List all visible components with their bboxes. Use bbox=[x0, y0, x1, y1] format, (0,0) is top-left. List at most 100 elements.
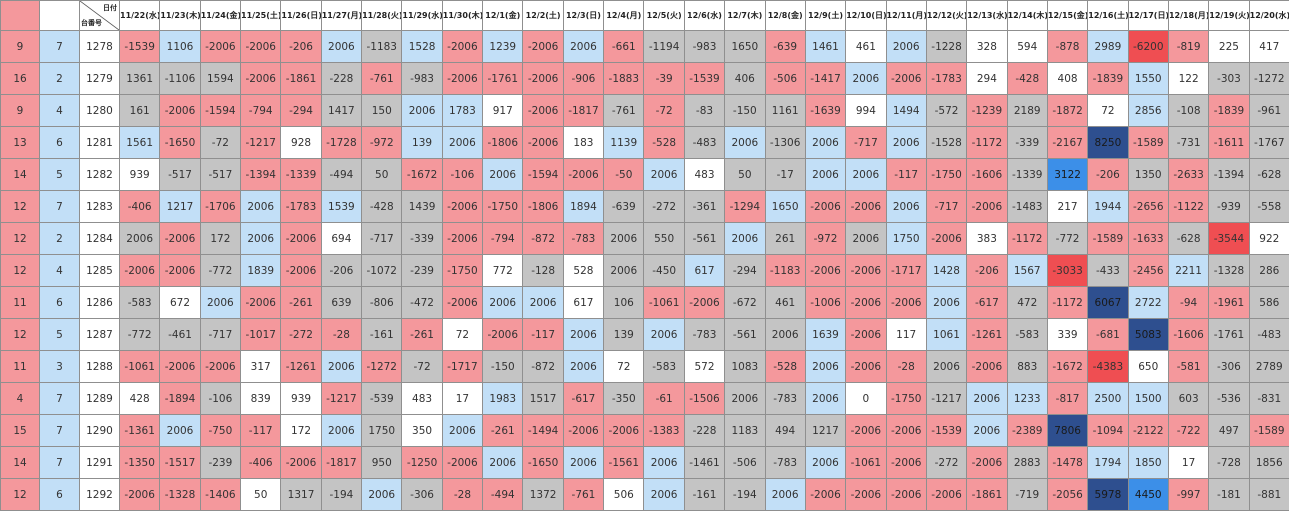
value-cell: -2006 bbox=[846, 415, 886, 447]
value-cell: -672 bbox=[725, 287, 765, 319]
value-cell: 2883 bbox=[1007, 447, 1047, 479]
value-cell: -406 bbox=[241, 447, 281, 479]
value-cell: -1883 bbox=[604, 63, 644, 95]
value-cell: 772 bbox=[483, 255, 523, 287]
value-cell: 2006 bbox=[725, 223, 765, 255]
value-cell: 2006 bbox=[321, 415, 361, 447]
value-cell: 2006 bbox=[886, 31, 926, 63]
value-cell: 294 bbox=[967, 63, 1007, 95]
value-cell: -339 bbox=[1007, 127, 1047, 159]
value-cell: -1383 bbox=[644, 415, 684, 447]
machine-number: 1280 bbox=[80, 95, 120, 127]
value-cell: -2006 bbox=[200, 31, 240, 63]
value-cell: -406 bbox=[120, 191, 160, 223]
date-header: 11/25(土) bbox=[241, 1, 281, 31]
header-col-b bbox=[40, 1, 80, 31]
value-cell: 4450 bbox=[1128, 479, 1168, 511]
value-cell: -1861 bbox=[281, 63, 321, 95]
value-cell: -783 bbox=[765, 447, 805, 479]
value-cell: -517 bbox=[160, 159, 200, 191]
value-cell: -2006 bbox=[160, 95, 200, 127]
value-cell: -1761 bbox=[483, 63, 523, 95]
value-cell: -983 bbox=[402, 63, 442, 95]
value-cell: -194 bbox=[725, 479, 765, 511]
value-cell: 2500 bbox=[1088, 383, 1128, 415]
row-count-a: 12 bbox=[1, 223, 40, 255]
value-cell: -628 bbox=[1168, 223, 1208, 255]
value-cell: -506 bbox=[725, 447, 765, 479]
value-cell: -206 bbox=[321, 255, 361, 287]
value-cell: -2006 bbox=[241, 31, 281, 63]
value-cell: 2722 bbox=[1128, 287, 1168, 319]
value-cell: -2056 bbox=[1047, 479, 1087, 511]
value-cell: 2006 bbox=[886, 127, 926, 159]
value-cell: -1483 bbox=[1007, 191, 1047, 223]
row-count-a: 12 bbox=[1, 191, 40, 223]
value-cell: -2006 bbox=[846, 351, 886, 383]
value-cell: -2006 bbox=[241, 287, 281, 319]
value-cell: -1350 bbox=[120, 447, 160, 479]
value-cell: -2006 bbox=[886, 287, 926, 319]
value-cell: -1728 bbox=[321, 127, 361, 159]
value-cell: 939 bbox=[281, 383, 321, 415]
value-cell: -1183 bbox=[765, 255, 805, 287]
value-cell: -50 bbox=[604, 159, 644, 191]
value-cell: 2856 bbox=[1128, 95, 1168, 127]
value-cell: -483 bbox=[684, 127, 724, 159]
value-cell: -2006 bbox=[160, 223, 200, 255]
value-cell: 483 bbox=[402, 383, 442, 415]
value-cell: -1261 bbox=[967, 319, 1007, 351]
value-cell: -731 bbox=[1168, 127, 1208, 159]
value-cell: -228 bbox=[684, 415, 724, 447]
value-cell: 617 bbox=[563, 287, 603, 319]
value-cell: -108 bbox=[1168, 95, 1208, 127]
value-cell: 2006 bbox=[563, 31, 603, 63]
row-count-b: 5 bbox=[40, 319, 80, 351]
row-count-a: 9 bbox=[1, 95, 40, 127]
value-cell: -28 bbox=[321, 319, 361, 351]
value-cell: 139 bbox=[402, 127, 442, 159]
value-cell: 1139 bbox=[604, 127, 644, 159]
value-cell: -1961 bbox=[1209, 287, 1249, 319]
row-count-a: 11 bbox=[1, 287, 40, 319]
value-cell: 1850 bbox=[1128, 447, 1168, 479]
row-count-b: 7 bbox=[40, 415, 80, 447]
value-cell: -722 bbox=[1168, 415, 1208, 447]
value-cell: 2211 bbox=[1168, 255, 1208, 287]
value-cell: -1417 bbox=[805, 63, 845, 95]
row-count-b: 2 bbox=[40, 63, 80, 95]
value-cell: 417 bbox=[1249, 31, 1289, 63]
value-cell: 2006 bbox=[805, 159, 845, 191]
value-cell: -106 bbox=[442, 159, 482, 191]
value-cell: 17 bbox=[442, 383, 482, 415]
machine-number: 1290 bbox=[80, 415, 120, 447]
date-header: 12/4(月) bbox=[604, 1, 644, 31]
value-cell: 2006 bbox=[805, 127, 845, 159]
value-cell: -61 bbox=[644, 383, 684, 415]
value-cell: 2006 bbox=[967, 415, 1007, 447]
value-cell: -581 bbox=[1168, 351, 1208, 383]
value-cell: 2006 bbox=[644, 479, 684, 511]
value-cell: -206 bbox=[967, 255, 1007, 287]
value-cell: 2006 bbox=[805, 351, 845, 383]
row-count-b: 4 bbox=[40, 255, 80, 287]
value-cell: -1750 bbox=[886, 383, 926, 415]
value-cell: -761 bbox=[604, 95, 644, 127]
value-cell: -2006 bbox=[967, 351, 1007, 383]
value-cell: -517 bbox=[200, 159, 240, 191]
date-header: 12/14(木) bbox=[1007, 1, 1047, 31]
value-cell: -1817 bbox=[563, 95, 603, 127]
value-cell: -2006 bbox=[684, 287, 724, 319]
value-cell: -639 bbox=[604, 191, 644, 223]
value-cell: -2006 bbox=[483, 319, 523, 351]
date-header: 12/2(土) bbox=[523, 1, 563, 31]
value-cell: 1539 bbox=[321, 191, 361, 223]
machine-number: 1282 bbox=[80, 159, 120, 191]
value-cell: 1494 bbox=[886, 95, 926, 127]
value-cell: 72 bbox=[1088, 95, 1128, 127]
value-cell: -881 bbox=[1249, 479, 1289, 511]
value-cell: -1394 bbox=[1209, 159, 1249, 191]
